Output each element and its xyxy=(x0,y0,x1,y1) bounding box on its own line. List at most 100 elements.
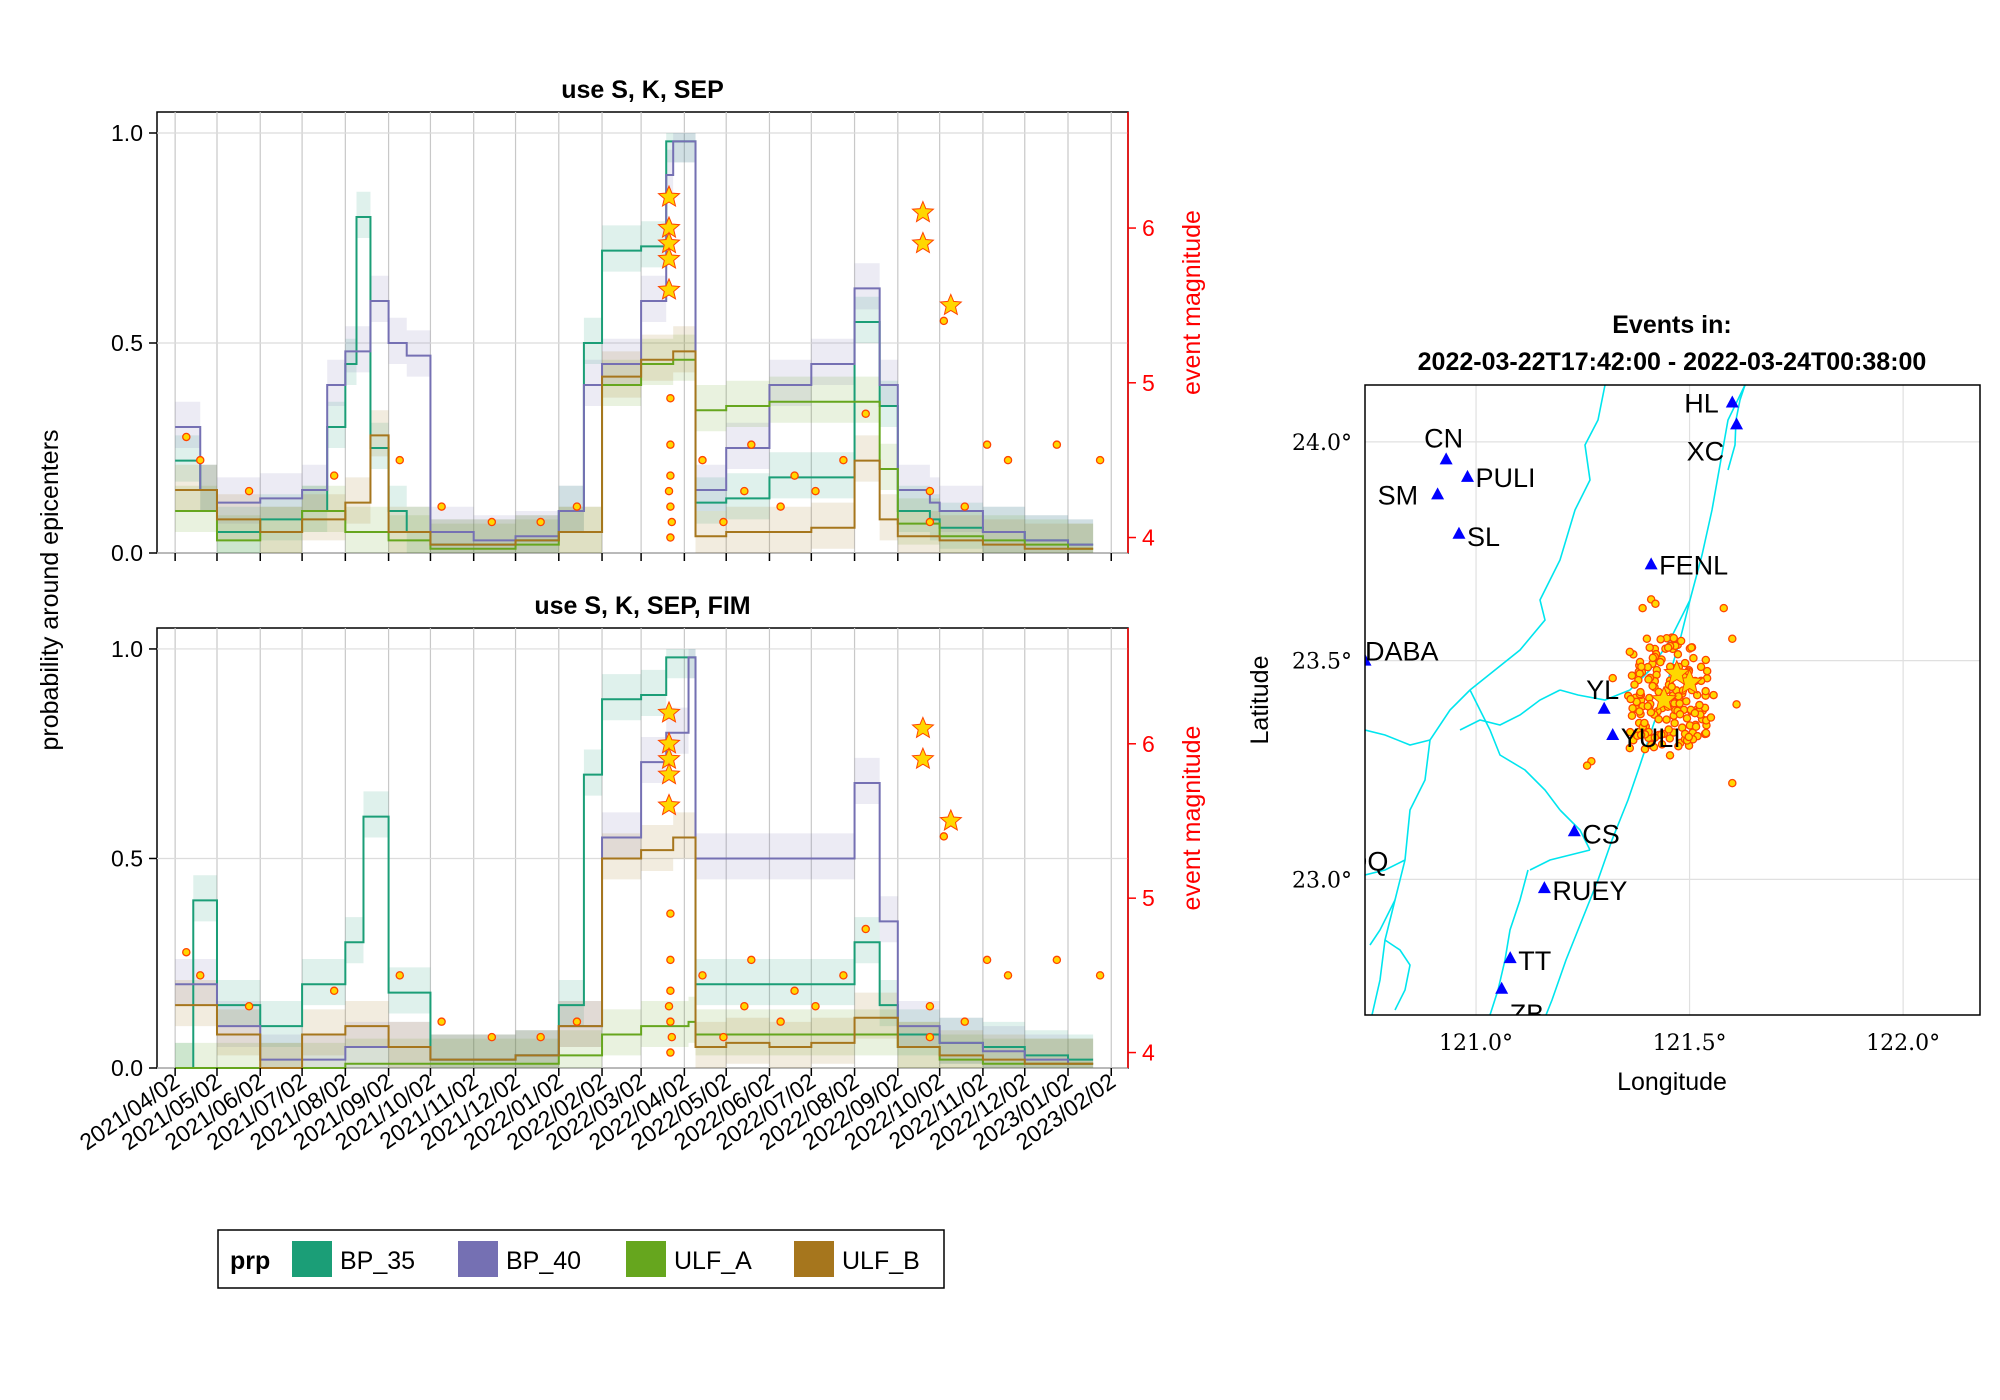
event-dot xyxy=(329,986,339,996)
map-mainshock-star xyxy=(1663,659,1691,686)
y-tick-label: 0.0 xyxy=(111,540,143,566)
event-dot xyxy=(925,1032,935,1042)
map-y-tick-label: 24.0° xyxy=(1292,431,1352,456)
band-ULF_B xyxy=(175,812,1094,1068)
map-event-dot xyxy=(1689,653,1698,663)
event-dot xyxy=(811,1001,820,1011)
map-event-dot xyxy=(1663,643,1673,652)
map-y-tick-label: 23.0° xyxy=(1292,868,1352,893)
bottom-panel-y2-label: event magnitude xyxy=(1178,726,1206,911)
event-star xyxy=(657,793,681,816)
map-event-dot xyxy=(1674,741,1683,751)
map-event-dot xyxy=(1676,636,1686,646)
legend-swatch-ULF_A xyxy=(626,1241,666,1277)
y2-tick-label: 6 xyxy=(1142,215,1155,241)
station-label-SM: SM xyxy=(1378,480,1419,510)
event-dot xyxy=(1003,971,1013,980)
event-dot xyxy=(666,955,675,965)
map-event-dot xyxy=(1675,710,1685,719)
map-event-dot xyxy=(1625,727,1635,737)
station-marker-SL xyxy=(1452,526,1466,539)
map-y-tick-label: 23.5° xyxy=(1292,650,1352,675)
map-subtitle: 2022-03-22T17:42:00 - 2022-03-24T00:38:0… xyxy=(1418,348,1927,376)
map-event-dot xyxy=(1636,730,1646,740)
map-event-dot xyxy=(1702,666,1712,676)
legend-label-BP_35: BP_35 xyxy=(340,1247,415,1275)
event-dot xyxy=(1052,955,1062,965)
y-tick-label: 1.0 xyxy=(111,636,143,662)
series-ULF_B xyxy=(175,350,1094,550)
map-event-dot xyxy=(1627,671,1637,680)
station-marker-TT xyxy=(1503,951,1517,964)
y2-tick-label: 4 xyxy=(1142,525,1155,551)
event-dot xyxy=(437,1017,446,1026)
event-dot xyxy=(666,394,675,403)
event-dot xyxy=(666,440,675,449)
map-event-dot xyxy=(1656,657,1665,667)
event-dot xyxy=(666,471,675,480)
map-y-label: Latitude xyxy=(1246,656,1274,745)
band-ULF_B xyxy=(175,326,1094,553)
event-dot xyxy=(698,971,707,980)
station-label-DQ: DQ xyxy=(1348,847,1389,877)
event-dot xyxy=(939,316,949,326)
station-marker-DABA xyxy=(1365,653,1372,666)
event-dot xyxy=(664,486,674,496)
event-dot xyxy=(572,502,582,511)
y2-tick-label: 6 xyxy=(1142,731,1155,757)
map-event-dot xyxy=(1680,658,1690,668)
station-marker-SM xyxy=(1431,487,1445,500)
legend-swatch-BP_35 xyxy=(292,1241,332,1277)
y-tick-label: 0.5 xyxy=(111,845,143,871)
station-label-SL: SL xyxy=(1467,522,1500,552)
event-star xyxy=(657,184,681,208)
y2-tick-label: 5 xyxy=(1142,885,1155,911)
band-BP_35 xyxy=(175,133,1094,553)
station-label-YULI: YULI xyxy=(1621,723,1681,753)
event-star xyxy=(939,293,963,316)
event-dot xyxy=(395,971,404,980)
event-dot xyxy=(572,1017,582,1026)
inner-river-1 xyxy=(1371,385,1606,1015)
event-dot xyxy=(740,1001,749,1011)
event-dot xyxy=(182,947,191,957)
event-dot xyxy=(861,924,870,934)
station-marker-CS xyxy=(1567,824,1581,837)
event-dot xyxy=(536,517,545,527)
event-dot xyxy=(487,517,497,527)
y-tick-label: 0.5 xyxy=(111,330,143,356)
map-event-dot xyxy=(1644,675,1653,684)
map-event-dot xyxy=(1608,673,1617,683)
map-event-dot xyxy=(1701,728,1711,738)
event-dot xyxy=(719,517,728,527)
event-dot xyxy=(182,432,191,442)
event-dot xyxy=(664,1001,674,1011)
event-star xyxy=(657,277,681,300)
map-x-tick-label: 121.5° xyxy=(1653,1031,1727,1056)
event-dot xyxy=(666,1017,675,1026)
event-dot xyxy=(790,986,799,996)
inner-river-7 xyxy=(1529,849,1591,871)
map-event-dot xyxy=(1665,751,1675,760)
event-star xyxy=(911,200,935,223)
map-panel: Events in: 2022-03-22T17:42:00 - 2022-03… xyxy=(1246,311,1981,1096)
event-dot xyxy=(925,486,935,496)
map-event-dot xyxy=(1627,711,1637,721)
inner-river-11 xyxy=(1384,939,1411,1011)
map-mainshock-star xyxy=(1650,685,1678,712)
event-dot xyxy=(437,502,446,511)
y-tick-label: 0.0 xyxy=(111,1055,143,1081)
map-event-dot xyxy=(1648,653,1658,663)
map-event-dot xyxy=(1728,778,1737,788)
map-x-label: Longitude xyxy=(1617,1068,1727,1096)
inner-river-5 xyxy=(1469,689,1561,811)
event-dot xyxy=(666,502,675,511)
bottom-panel-axes: 0.0 0.5 1.0 4 5 6 xyxy=(111,628,1155,1081)
inner-river-6 xyxy=(1559,809,1591,851)
map-event-dot xyxy=(1706,713,1716,722)
map-event-dot xyxy=(1691,722,1701,731)
series-BP_35 xyxy=(175,140,1094,546)
event-dot xyxy=(395,455,404,465)
map-x-tick-label: 121.0° xyxy=(1439,1031,1513,1056)
